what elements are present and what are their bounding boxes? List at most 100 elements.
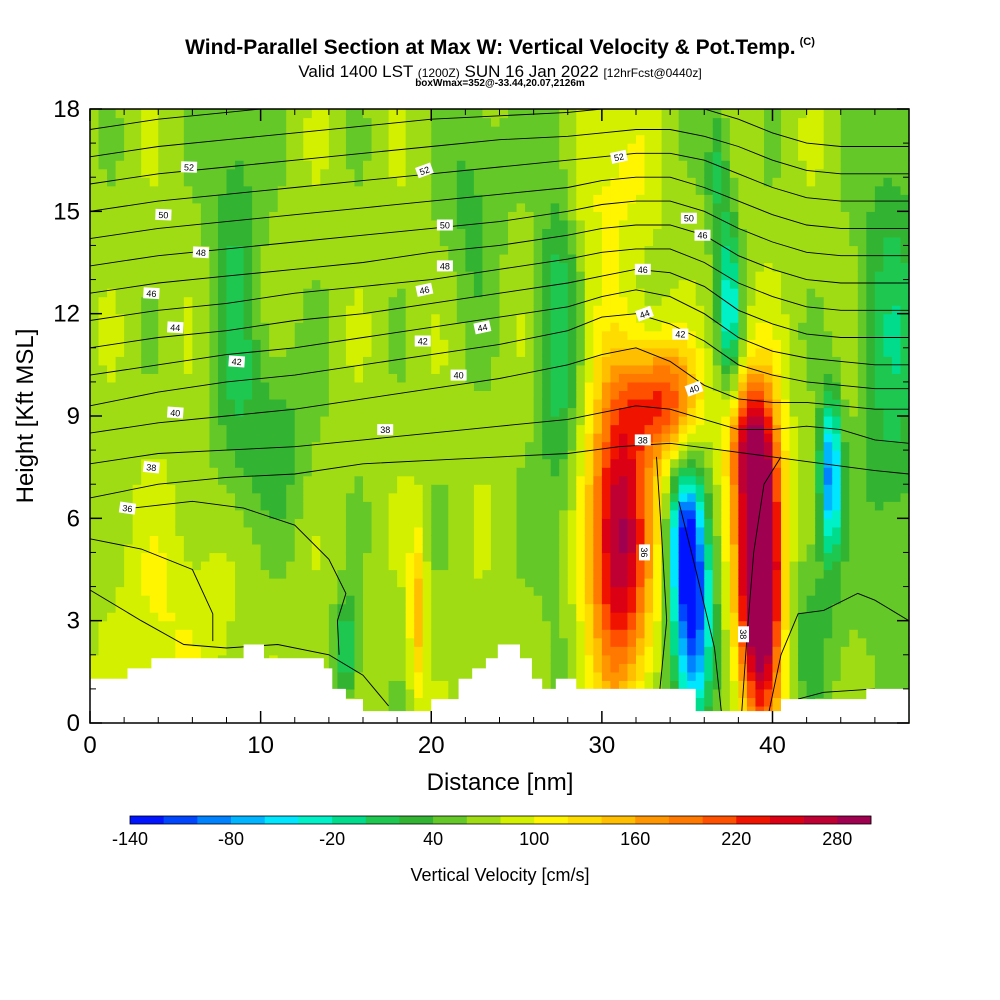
- heatmap-cell: [303, 347, 313, 357]
- heatmap-cell: [388, 509, 398, 519]
- heatmap-cell: [363, 518, 373, 528]
- heatmap-cell: [277, 518, 287, 528]
- heatmap-cell: [158, 518, 168, 528]
- heatmap-cell: [482, 134, 492, 144]
- heatmap-cell: [397, 569, 407, 579]
- heatmap-cell: [252, 253, 262, 264]
- heatmap-cell: [584, 398, 594, 409]
- heatmap-cell: [107, 211, 117, 221]
- heatmap-cell: [405, 416, 415, 426]
- heatmap-cell: [448, 671, 458, 681]
- heatmap-cell: [175, 467, 185, 477]
- heatmap-cell: [559, 569, 569, 579]
- heatmap-cell: [414, 109, 424, 119]
- heatmap-cell: [294, 552, 304, 562]
- heatmap-cell: [132, 177, 142, 187]
- heatmap-cell: [465, 160, 475, 170]
- heatmap-cell: [363, 126, 373, 136]
- heatmap-cell: [115, 245, 125, 255]
- heatmap-cell: [610, 271, 620, 281]
- heatmap-cell: [260, 518, 270, 528]
- heatmap-cell: [414, 424, 424, 434]
- heatmap-cell: [576, 364, 586, 374]
- heatmap-cell: [371, 654, 381, 664]
- heatmap-cell: [627, 543, 637, 554]
- heatmap-cell: [661, 467, 671, 477]
- heatmap-cell: [576, 160, 586, 170]
- heatmap-cell: [90, 578, 100, 588]
- heatmap-cell: [345, 211, 356, 221]
- heatmap-cell: [235, 526, 245, 536]
- heatmap-cell: [209, 339, 219, 349]
- heatmap-cell: [209, 322, 219, 332]
- heatmap-cell: [217, 109, 228, 119]
- heatmap-cell: [226, 441, 236, 451]
- heatmap-cell: [508, 330, 518, 340]
- heatmap-cell: [422, 450, 432, 460]
- heatmap-cell: [422, 458, 432, 468]
- heatmap-cell: [294, 322, 304, 332]
- heatmap-cell: [209, 398, 219, 409]
- heatmap-cell: [363, 569, 373, 579]
- heatmap-cell: [217, 433, 228, 443]
- heatmap-cell: [388, 219, 398, 229]
- heatmap-cell: [576, 424, 586, 434]
- heatmap-cell: [670, 586, 680, 596]
- heatmap-cell: [345, 467, 356, 477]
- heatmap-cell: [294, 313, 304, 323]
- heatmap-cell: [90, 560, 100, 571]
- heatmap-cell: [499, 492, 509, 502]
- heatmap-cell: [636, 279, 646, 289]
- heatmap-cell: [584, 373, 594, 383]
- heatmap-cell: [166, 467, 176, 477]
- heatmap-cell: [192, 433, 202, 443]
- heatmap-cell: [328, 612, 339, 622]
- heatmap-cell: [371, 433, 381, 443]
- heatmap-cell: [405, 347, 415, 357]
- heatmap-cell: [490, 288, 501, 298]
- heatmap-cell: [380, 620, 390, 630]
- heatmap-cell: [320, 373, 330, 383]
- heatmap-cell: [311, 612, 321, 622]
- heatmap-cell: [158, 646, 168, 656]
- heatmap-cell: [328, 646, 339, 656]
- heatmap-cell: [363, 612, 373, 622]
- heatmap-cell: [610, 501, 620, 511]
- heatmap-cell: [610, 569, 620, 579]
- heatmap-cell: [124, 134, 134, 144]
- heatmap-cell: [320, 637, 330, 647]
- heatmap-cell: [132, 364, 142, 374]
- heatmap-cell: [371, 450, 381, 460]
- heatmap-cell: [183, 441, 193, 451]
- heatmap-cell: [337, 671, 347, 681]
- heatmap-cell: [499, 501, 509, 511]
- heatmap-cell: [661, 356, 671, 366]
- heatmap-cell: [380, 143, 390, 153]
- heatmap-cell: [311, 364, 321, 374]
- heatmap-cell: [448, 509, 458, 519]
- heatmap-cell: [311, 543, 321, 554]
- heatmap-cell: [217, 160, 228, 170]
- heatmap-cell: [277, 424, 287, 434]
- heatmap-cell: [115, 279, 125, 289]
- heatmap-cell: [252, 330, 262, 340]
- heatmap-cell: [260, 322, 270, 332]
- heatmap-cell: [354, 688, 364, 699]
- heatmap-cell: [337, 398, 347, 409]
- heatmap-cell: [141, 219, 151, 229]
- heatmap-cell: [431, 671, 441, 681]
- heatmap-cell: [584, 484, 594, 494]
- heatmap-cell: [217, 595, 228, 605]
- heatmap-cell: [661, 322, 671, 332]
- heatmap-cell: [431, 313, 441, 323]
- heatmap-cell: [286, 219, 296, 229]
- heatmap-cell: [226, 398, 236, 409]
- heatmap-cell: [192, 535, 202, 545]
- heatmap-cell: [235, 518, 245, 528]
- heatmap-cell: [175, 245, 185, 255]
- heatmap-cell: [593, 646, 603, 656]
- heatmap-cell: [115, 160, 125, 170]
- heatmap-cell: [371, 236, 381, 247]
- heatmap-cell: [465, 168, 475, 178]
- heatmap-cell: [371, 143, 381, 153]
